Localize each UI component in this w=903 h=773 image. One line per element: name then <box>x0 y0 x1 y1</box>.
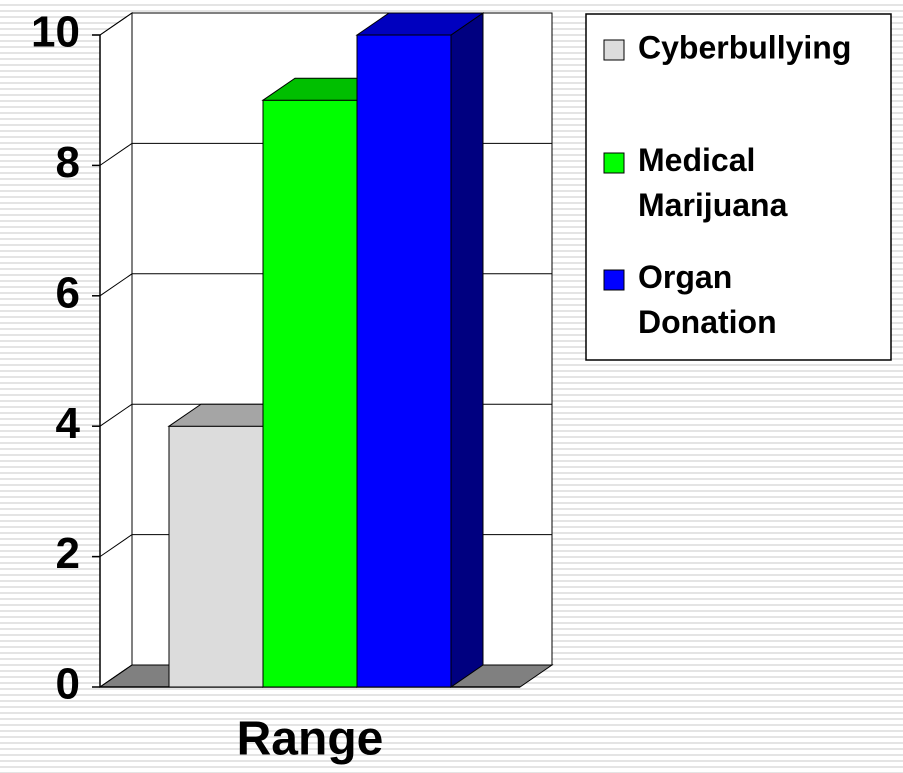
y-tick-label: 10 <box>31 8 80 57</box>
bar-side <box>450 12 484 688</box>
y-tick-label: 4 <box>56 399 81 448</box>
legend-label: Medical Marijuana <box>638 142 788 223</box>
y-tick-label: 0 <box>56 660 80 709</box>
bar-top <box>355 12 485 36</box>
y-tick-label: 8 <box>56 138 80 187</box>
legend-label: Organ Donation <box>638 259 777 340</box>
legend-swatch <box>603 152 625 174</box>
legend-swatch <box>603 39 625 61</box>
legend-box <box>585 13 892 361</box>
side-wall <box>99 12 133 688</box>
bar <box>356 34 452 688</box>
y-tick-label: 6 <box>56 268 80 317</box>
x-tick-label: Range <box>237 713 384 766</box>
bar <box>168 425 264 688</box>
legend-swatch <box>603 269 625 291</box>
y-tick-label: 2 <box>56 529 80 578</box>
bar <box>262 99 358 688</box>
legend-label: Cyberbullying <box>638 29 851 65</box>
